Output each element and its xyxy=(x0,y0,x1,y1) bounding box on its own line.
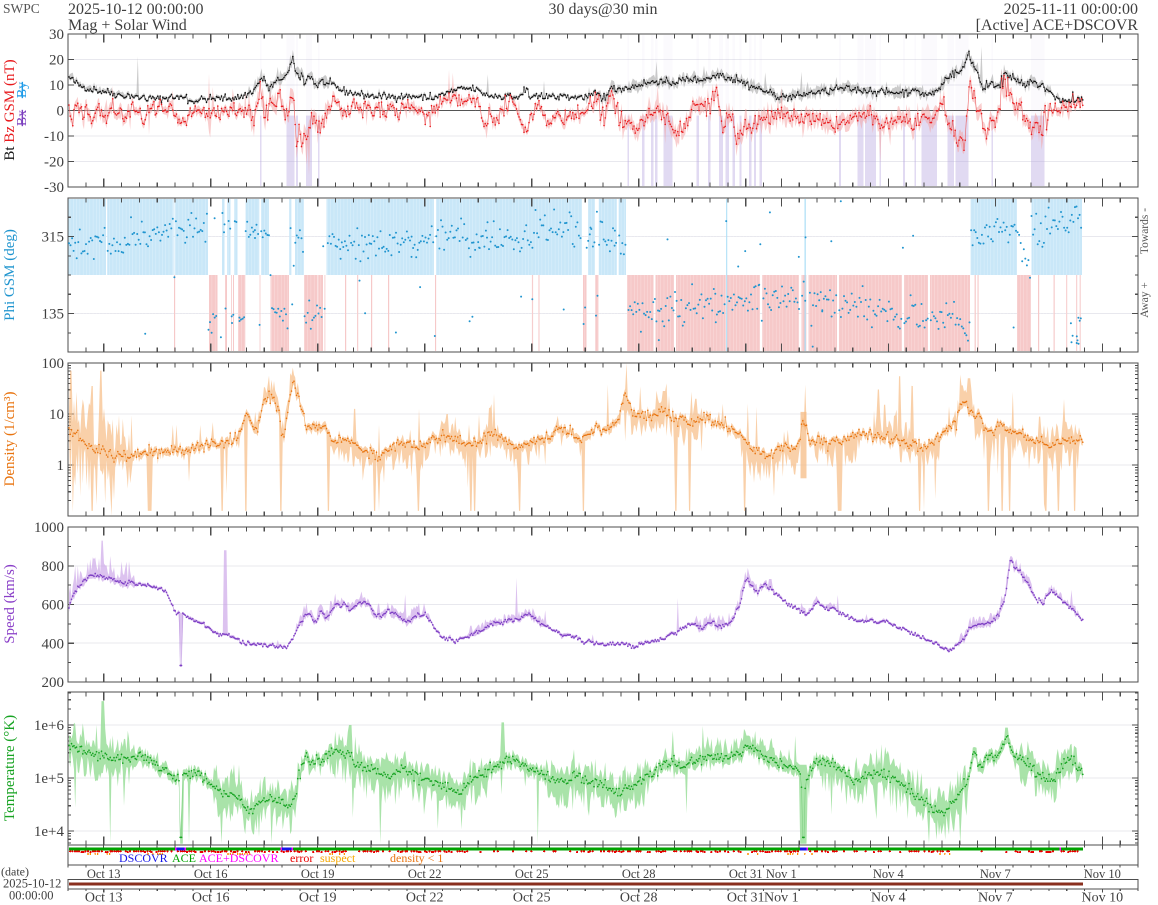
svg-text:Nov 4: Nov 4 xyxy=(873,867,905,881)
svg-text:[Active] ACE+DSCOVR: [Active] ACE+DSCOVR xyxy=(976,17,1139,34)
svg-text:315: 315 xyxy=(42,230,65,246)
svg-text:Nov 7: Nov 7 xyxy=(980,867,1011,881)
svg-text:Oct 25: Oct 25 xyxy=(515,867,549,881)
svg-text:By: By xyxy=(15,82,30,98)
svg-text:Speed (km/s): Speed (km/s) xyxy=(2,564,18,644)
svg-text:2025-10-12: 2025-10-12 xyxy=(3,877,61,891)
svg-text:Nov 10: Nov 10 xyxy=(1084,867,1121,881)
svg-text:Oct 22: Oct 22 xyxy=(406,891,444,905)
svg-text:10: 10 xyxy=(49,407,64,423)
svg-text:200: 200 xyxy=(42,675,65,691)
svg-text:Nov 10: Nov 10 xyxy=(1081,891,1123,905)
svg-text:2025-10-12 00:00:00: 2025-10-12 00:00:00 xyxy=(68,1,204,18)
svg-text:1e+6: 1e+6 xyxy=(34,718,65,734)
svg-text:400: 400 xyxy=(42,636,65,652)
svg-text:20: 20 xyxy=(49,53,64,69)
svg-text:Nov 4: Nov 4 xyxy=(871,891,906,905)
svg-text:Oct 28: Oct 28 xyxy=(620,891,658,905)
svg-text:30: 30 xyxy=(49,27,64,43)
svg-text:Bx: Bx xyxy=(15,110,30,126)
svg-text:Oct 22: Oct 22 xyxy=(408,867,442,881)
svg-text:Mag + Solar Wind: Mag + Solar Wind xyxy=(68,17,187,34)
svg-text:10: 10 xyxy=(49,78,64,94)
svg-text:600: 600 xyxy=(42,598,65,614)
svg-text:Nov 1: Nov 1 xyxy=(766,867,797,881)
svg-text:1000: 1000 xyxy=(34,520,64,536)
svg-text:00:00:00: 00:00:00 xyxy=(9,889,53,903)
svg-text:Away +: Away + xyxy=(1139,282,1151,318)
svg-text:1e+4: 1e+4 xyxy=(34,824,65,840)
svg-text:Oct 19: Oct 19 xyxy=(299,891,337,905)
svg-text:Oct 13: Oct 13 xyxy=(85,891,123,905)
svg-text:1: 1 xyxy=(57,458,65,474)
svg-text:800: 800 xyxy=(42,559,65,575)
svg-text:Bt Bz GSM (nT): Bt Bz GSM (nT) xyxy=(2,59,18,160)
svg-text:density < 1: density < 1 xyxy=(390,851,443,865)
svg-text:-10: -10 xyxy=(44,129,64,145)
svg-text:1e+5: 1e+5 xyxy=(34,771,64,787)
svg-text:Oct 25: Oct 25 xyxy=(513,891,551,905)
svg-text:Oct 31: Oct 31 xyxy=(727,891,765,905)
svg-text:-20: -20 xyxy=(44,155,64,171)
svg-text:Phi GSM (deg): Phi GSM (deg) xyxy=(2,229,18,321)
svg-text:ACE: ACE xyxy=(172,851,196,865)
svg-text:Oct 16: Oct 16 xyxy=(194,867,228,881)
svg-text:-30: -30 xyxy=(44,180,64,196)
svg-text:Oct 28: Oct 28 xyxy=(622,867,656,881)
svg-text:Nov 1: Nov 1 xyxy=(764,891,799,905)
svg-text:(date): (date) xyxy=(1,865,29,879)
svg-text:DSCOVR: DSCOVR xyxy=(119,851,168,865)
svg-text:Nov 7: Nov 7 xyxy=(978,891,1013,905)
svg-text:ACE+DSCOVR: ACE+DSCOVR xyxy=(199,851,278,865)
svg-text:Density (1/cm³): Density (1/cm³) xyxy=(2,392,18,487)
svg-text:135: 135 xyxy=(42,307,65,323)
svg-text:Oct 19: Oct 19 xyxy=(301,867,335,881)
svg-text:100: 100 xyxy=(42,356,65,372)
svg-text:Oct 16: Oct 16 xyxy=(192,891,230,905)
svg-text:2025-11-11 00:00:00: 2025-11-11 00:00:00 xyxy=(1004,1,1138,18)
svg-text:Oct 31: Oct 31 xyxy=(729,867,763,881)
svg-text:suspect: suspect xyxy=(320,851,356,865)
svg-text:Temperature (°K): Temperature (°K) xyxy=(2,715,18,821)
svg-text:0: 0 xyxy=(57,104,65,120)
svg-text:SWPC: SWPC xyxy=(3,1,40,16)
svg-text:Oct 13: Oct 13 xyxy=(87,867,121,881)
svg-text:30 days@30 min: 30 days@30 min xyxy=(549,1,658,18)
svg-text:error: error xyxy=(290,851,313,865)
svg-text:Towards -: Towards - xyxy=(1139,208,1151,254)
